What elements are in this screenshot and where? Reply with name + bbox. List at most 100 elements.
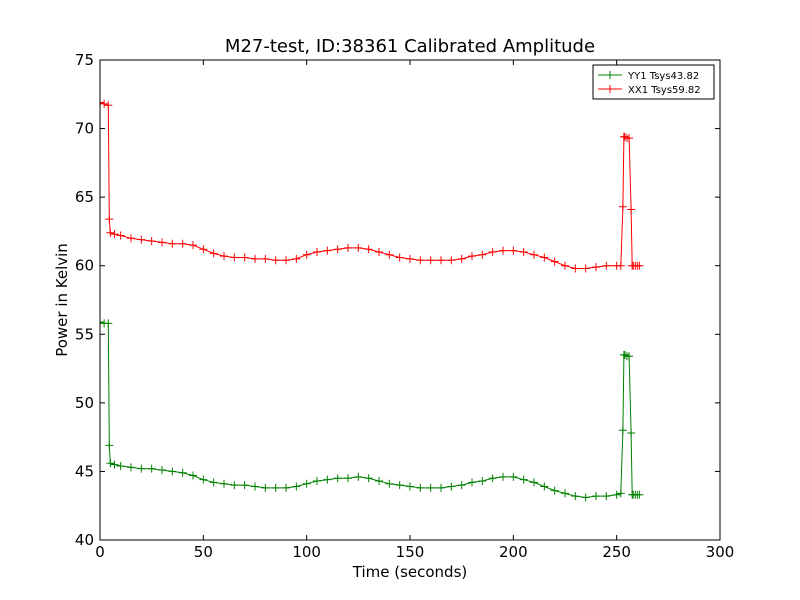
series-1-point <box>627 205 636 214</box>
series-0-point <box>592 492 600 501</box>
series-1-point <box>199 245 208 254</box>
series-0-point <box>509 472 518 481</box>
series-1-point <box>426 256 435 265</box>
series-0-point <box>189 471 197 480</box>
series-0-point <box>271 483 280 492</box>
x-tick-label: 150 <box>396 543 425 561</box>
series-0-point <box>530 478 538 487</box>
series-1-point <box>100 99 109 108</box>
series-1-point <box>385 250 394 259</box>
series-0-point <box>519 475 528 484</box>
series-0-point <box>354 472 363 481</box>
legend-label: YY1 Tsys43.82 <box>627 71 699 82</box>
series-0-point <box>635 490 644 499</box>
series-1-point <box>209 249 218 258</box>
series-1-point <box>178 239 187 248</box>
series-0-point <box>385 479 394 488</box>
series-0-point <box>240 481 249 490</box>
series-1-point <box>116 231 125 240</box>
series-0-point <box>230 481 239 490</box>
x-tick-label: 200 <box>499 543 528 561</box>
series-0-point <box>364 474 373 483</box>
series-1-point <box>457 254 466 263</box>
series-0-point <box>416 483 425 492</box>
series-1-point <box>581 264 590 273</box>
series-0-point <box>344 474 352 483</box>
y-tick-label: 70 <box>75 120 94 138</box>
x-tick-label: 300 <box>706 543 735 561</box>
series-line-0 <box>100 321 640 499</box>
series-0-point <box>571 492 580 501</box>
series-0-point <box>261 483 270 492</box>
series-1-point <box>292 254 301 263</box>
series-0-point <box>105 441 114 450</box>
series-0-point <box>612 490 621 499</box>
y-axis-label: Power in Kelvin <box>53 243 71 357</box>
x-tick-label: 100 <box>292 543 321 561</box>
series-0-point <box>147 464 156 473</box>
series-0-point <box>313 477 321 486</box>
series-1-point <box>189 241 197 250</box>
y-tick-label: 55 <box>75 325 94 343</box>
plot-frame <box>99 59 721 541</box>
series-0-point <box>406 482 414 491</box>
series-0-point <box>104 319 113 328</box>
series-0-point <box>550 486 559 495</box>
chart-title: M27-test, ID:38361 Calibrated Amplitude <box>225 36 595 57</box>
series-1-point <box>416 256 425 265</box>
series-0-point <box>375 477 383 486</box>
series-1-point <box>105 215 114 224</box>
legend-swatch-marker <box>606 71 614 79</box>
series-1-point <box>625 134 634 143</box>
series-1-point <box>251 254 259 263</box>
series-1-point <box>618 202 627 211</box>
series-0-point <box>106 459 115 468</box>
series-1-point <box>509 246 518 255</box>
series-1-point <box>261 254 270 263</box>
series-0-point <box>158 466 166 475</box>
y-tick-label: 50 <box>75 394 94 412</box>
series-0-point <box>292 482 301 491</box>
series-0-point <box>561 489 569 498</box>
series-group <box>100 98 644 502</box>
series-1-point <box>137 235 146 244</box>
series-1-point <box>571 264 580 273</box>
series-0-point <box>110 460 119 469</box>
y-tick-label: 45 <box>75 462 94 480</box>
series-1-point <box>519 248 528 256</box>
series-1-point <box>313 248 321 256</box>
series-1-point <box>106 228 115 237</box>
series-1-point <box>602 261 611 270</box>
series-1-point <box>620 132 629 141</box>
series-0-point <box>618 426 627 435</box>
y-tick-label: 65 <box>75 188 94 206</box>
legend-swatch-marker <box>606 85 614 93</box>
series-1-point <box>635 261 644 270</box>
series-1-point <box>100 98 104 107</box>
series-0-point <box>478 477 487 486</box>
series-0-point <box>127 463 135 472</box>
series-1-point <box>488 248 497 256</box>
x-axis-label: Time (seconds) <box>352 563 468 581</box>
series-0-point <box>178 468 187 477</box>
x-tick-label: 250 <box>602 543 631 561</box>
series-1-point <box>437 256 445 265</box>
series-1-point <box>302 250 311 259</box>
series-0-point <box>447 482 456 491</box>
series-0-point <box>100 317 104 326</box>
series-1-point <box>344 243 352 252</box>
series-0-point <box>333 474 342 483</box>
series-1-point <box>110 230 119 239</box>
series-1-point <box>540 253 549 262</box>
series-0-point <box>137 464 146 473</box>
series-1-point <box>468 252 476 261</box>
y-tick-label: 75 <box>75 51 94 69</box>
y-tick-label: 60 <box>75 257 94 275</box>
series-0-point <box>499 472 507 481</box>
legend-box <box>592 64 715 100</box>
series-0-point <box>468 478 476 487</box>
series-1-point <box>323 246 332 255</box>
series-0-point <box>395 481 404 490</box>
series-0-point <box>426 483 435 492</box>
series-1-point <box>375 248 383 256</box>
